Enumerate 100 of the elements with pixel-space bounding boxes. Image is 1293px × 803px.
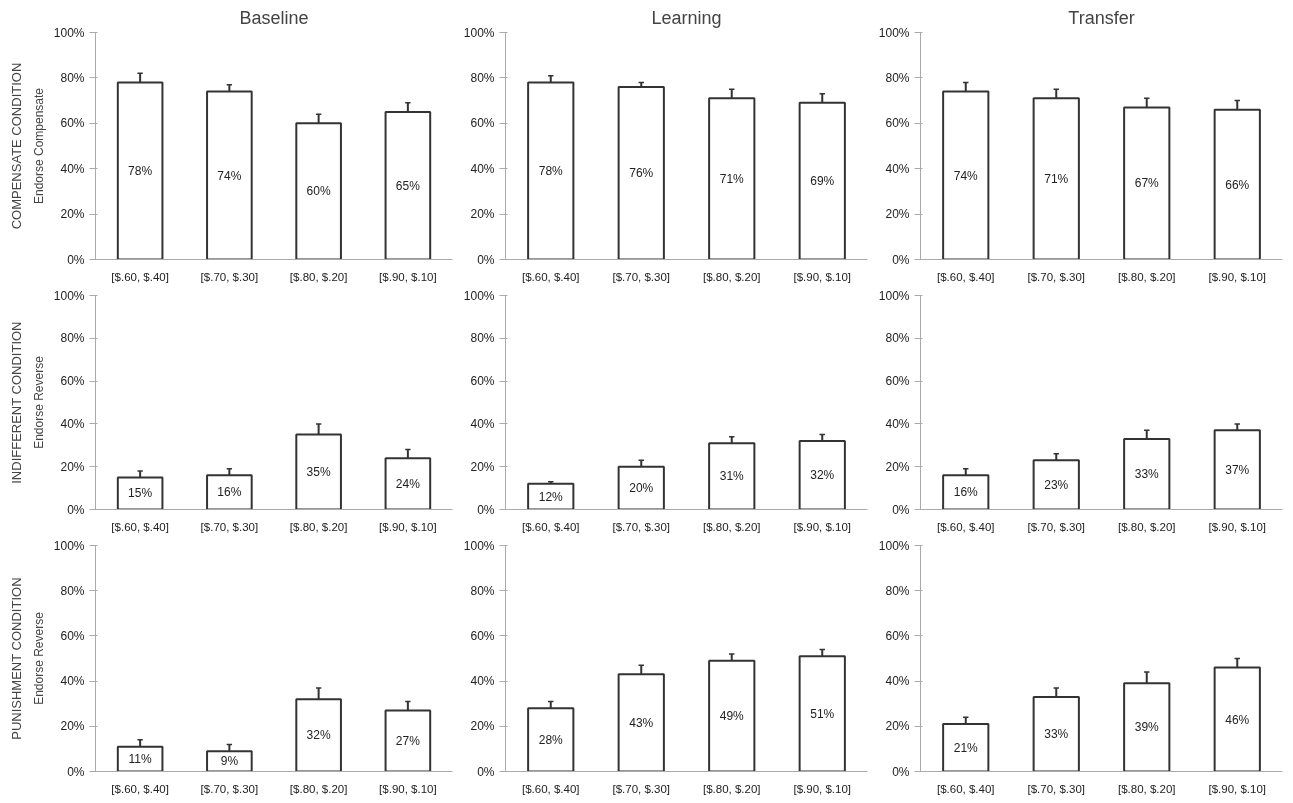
x-tick-label: [$.60, $.40] (521, 782, 580, 795)
y-axis-title: Endorse Reverse (31, 355, 46, 449)
y-axis-title: Endorse Reverse (31, 611, 46, 705)
y-tick-label: 60% (470, 116, 495, 131)
y-tick-label: 0% (892, 502, 910, 517)
data-label: 74% (217, 168, 242, 183)
y-tick-label: 40% (470, 416, 495, 431)
x-tick-label: [$.70, $.30] (1027, 782, 1086, 795)
data-label: 12% (538, 489, 564, 504)
y-tick-label: 100% (463, 288, 495, 303)
y-tick-label: 80% (470, 70, 495, 85)
x-tick-label: [$.80, $.20] (1117, 270, 1176, 283)
x-tick-label: [$.80, $.20] (289, 520, 348, 533)
y-tick-label: 60% (60, 374, 85, 389)
y-tick-label: 20% (470, 719, 495, 734)
data-label: 51% (810, 706, 835, 721)
data-label: 20% (629, 481, 654, 496)
y-tick-label: 0% (67, 764, 85, 779)
data-label: 66% (1225, 177, 1250, 192)
text: COMPENSATE CONDITION (8, 62, 24, 230)
y-tick-label: 80% (470, 331, 495, 346)
chart-title: Baseline (239, 7, 309, 28)
x-tick-label: [$.60, $.40] (111, 782, 169, 795)
y-tick-label: 80% (60, 583, 85, 598)
x-tick-label: [$.90, $.10] (379, 270, 437, 283)
y-tick-label: 40% (470, 161, 495, 176)
y-tick-label: 20% (60, 719, 85, 734)
y-tick-label: 60% (885, 374, 910, 389)
data-label: 27% (395, 733, 421, 748)
y-tick-label: 40% (60, 161, 85, 176)
chart-title: Transfer (1068, 7, 1135, 28)
data-label: 43% (629, 715, 654, 730)
y-tick-label: 80% (885, 331, 910, 346)
y-tick-label: 0% (477, 764, 495, 779)
data-label: 33% (1044, 727, 1069, 742)
x-tick-label: [$.80, $.20] (702, 270, 761, 283)
y-tick-label: 40% (885, 161, 910, 176)
y-tick-label: 60% (885, 116, 910, 131)
x-tick-label: [$.70, $.30] (612, 520, 671, 533)
y-tick-label: 100% (53, 288, 85, 303)
x-tick-label: [$.70, $.30] (200, 782, 259, 795)
data-label: 16% (217, 485, 242, 500)
y-tick-label: 100% (463, 538, 495, 553)
y-tick-label: 60% (885, 628, 910, 643)
data-label: 60% (306, 184, 331, 199)
data-label: 67% (1134, 176, 1160, 191)
data-label: 32% (810, 468, 835, 483)
x-tick-label: [$.90, $.10] (379, 782, 437, 795)
y-tick-label: 20% (60, 459, 85, 474)
y-tick-label: 0% (477, 502, 495, 517)
x-tick-label: [$.70, $.30] (612, 270, 671, 283)
x-tick-label: [$.70, $.30] (200, 520, 259, 533)
x-tick-label: [$.80, $.20] (289, 270, 348, 283)
data-label: 11% (128, 752, 153, 767)
x-tick-label: [$.60, $.40] (521, 520, 580, 533)
data-label: 28% (538, 732, 564, 747)
y-tick-label: 0% (477, 252, 495, 267)
data-label: 33% (1134, 467, 1160, 482)
data-label: 9% (220, 754, 239, 769)
y-tick-label: 60% (60, 116, 85, 131)
y-tick-label: 40% (885, 416, 910, 431)
x-tick-label: [$.60, $.40] (936, 782, 995, 795)
y-tick-label: 20% (885, 719, 910, 734)
x-tick-label: [$.90, $.10] (793, 782, 852, 795)
x-tick-label: [$.70, $.30] (1027, 270, 1086, 283)
y-tick-label: 0% (67, 252, 85, 267)
y-tick-label: 40% (885, 674, 910, 689)
x-tick-label: [$.70, $.30] (1027, 520, 1086, 533)
data-label: 74% (953, 168, 979, 183)
y-tick-label: 100% (878, 538, 910, 553)
data-label: 71% (1044, 171, 1069, 186)
y-tick-label: 60% (470, 628, 495, 643)
data-label: 35% (306, 465, 331, 480)
data-label: 71% (719, 171, 745, 186)
y-tick-label: 60% (60, 628, 85, 643)
x-tick-label: [$.80, $.20] (1117, 520, 1176, 533)
x-tick-label: [$.90, $.10] (793, 270, 852, 283)
y-tick-label: 40% (60, 674, 85, 689)
text: PUNISHMENT CONDITION (8, 577, 24, 740)
y-tick-label: 100% (53, 538, 85, 553)
x-tick-label: [$.80, $.20] (702, 520, 761, 533)
data-label: 78% (128, 163, 153, 178)
y-tick-label: 80% (885, 583, 910, 598)
data-label: 65% (395, 178, 421, 193)
x-tick-label: [$.70, $.30] (612, 782, 671, 795)
x-tick-label: [$.90, $.10] (1208, 782, 1267, 795)
y-tick-label: 20% (470, 207, 495, 222)
y-tick-label: 80% (470, 583, 495, 598)
y-tick-label: 0% (67, 502, 85, 517)
y-tick-label: 40% (60, 416, 85, 431)
y-tick-label: 20% (885, 459, 910, 474)
y-tick-label: 60% (470, 374, 495, 389)
y-tick-label: 100% (463, 25, 495, 40)
chart-title: Learning (651, 7, 722, 28)
data-label: 32% (306, 728, 331, 743)
x-tick-label: [$.80, $.20] (702, 782, 761, 795)
data-label: 46% (1225, 712, 1250, 727)
y-tick-label: 20% (470, 459, 495, 474)
data-label: 49% (719, 709, 745, 724)
x-tick-label: [$.60, $.40] (521, 270, 580, 283)
